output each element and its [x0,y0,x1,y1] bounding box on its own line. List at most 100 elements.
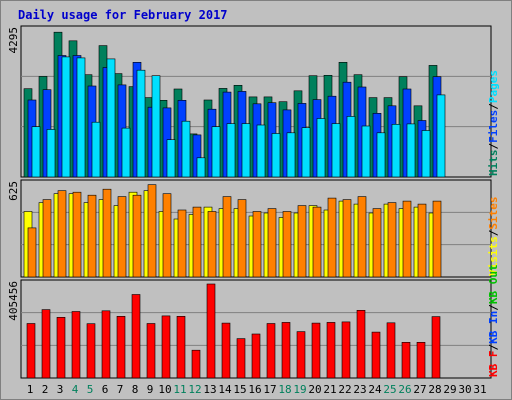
x-tick-label-23: 23 [353,383,366,396]
legend-entry: / [487,344,500,351]
bar-pages-day-11 [181,120,191,178]
x-tick-label-16: 16 [248,383,261,396]
bar-pages-day-5 [91,121,101,178]
series-sites [27,184,442,278]
bar-sites-day-28 [432,200,442,278]
y-max-label: 625 [7,181,20,201]
bar-pages-day-7 [121,127,131,178]
bar-kb-f-day-4 [71,311,81,379]
bar-pages-day-3 [61,56,71,178]
bar-kb-f-day-6 [101,310,111,379]
legend-entry: Files [487,110,500,143]
x-tick-label-3: 3 [57,383,64,396]
bar-pages-day-15 [241,123,251,178]
bar-pages-day-6 [106,58,116,178]
bar-kb-f-day-2 [41,309,51,379]
bar-sites-day-19 [297,205,307,278]
x-tick-label-9: 9 [147,383,154,396]
bar-pages-day-12 [196,157,206,178]
legend-entry: Sites [487,197,500,230]
axis-legend: KB F/KB In/KB Out [487,264,500,377]
bar-kb-f-day-16 [251,333,261,379]
bar-kb-f-day-24 [371,331,381,379]
legend-entry: KB F [487,351,500,378]
bar-kb-f-day-23 [356,309,366,379]
legend-entry: Hits [487,150,500,177]
x-axis-day-labels: 1 2 3 4 5 6 7 8 9 10 11 12 13 14 15 16 17 18 19 20 21 22 23 24 2… [27,383,487,396]
axis-legend: Hits/Files/Pages [487,70,500,176]
bar-kb-f-day-15 [236,338,246,379]
legend-entry: / [487,103,500,110]
bar-kb-f-day-27 [416,341,426,379]
x-tick-label-27: 27 [413,383,426,396]
bar-pages-day-20 [316,118,326,178]
bar-pages-day-8 [136,69,146,178]
x-tick-label-10: 10 [158,383,171,396]
chart-title: Daily usage for February 2017 [18,8,228,22]
bar-sites-day-20 [312,206,322,278]
bar-sites-day-23 [357,196,367,278]
bar-pages-day-26 [406,123,416,178]
x-tick-label-8: 8 [132,383,139,396]
bar-sites-day-22 [342,199,352,278]
bar-kb-f-day-1 [26,323,36,379]
x-tick-label-7: 7 [117,383,124,396]
bar-pages-day-17 [271,133,281,178]
bar-kb-f-day-7 [116,315,126,379]
bar-kb-f-day-3 [56,316,66,379]
bar-pages-day-1 [31,126,41,178]
x-tick-label-4: 4 [72,383,79,396]
bar-pages-day-27 [421,130,431,178]
x-tick-label-29: 29 [443,383,456,396]
bar-sites-day-11 [177,209,187,278]
bar-pages-day-28 [436,94,446,178]
bar-pages-day-23 [361,125,371,178]
axis-legend: Visits/Sites [487,197,500,277]
x-tick-label-26: 26 [398,383,411,396]
bar-kb-f-day-25 [386,322,396,379]
bar-pages-day-22 [346,116,356,178]
bar-pages-day-19 [301,127,311,178]
bar-sites-day-24 [372,208,382,278]
bar-kb-f-day-19 [296,331,306,379]
bar-pages-day-9 [151,75,161,178]
bar-sites-day-21 [327,197,337,278]
bar-kb-f-day-14 [221,322,231,379]
bar-pages-day-10 [166,139,176,178]
x-tick-label-20: 20 [308,383,321,396]
panel-kbytes: 405456 KB F/KB In/KB Out [7,264,500,379]
y-max-label: 405456 [7,281,20,321]
bar-sites-day-25 [387,202,397,278]
bar-sites-day-8 [132,194,142,278]
bar-sites-day-2 [42,199,52,278]
x-tick-label-18: 18 [278,383,291,396]
bar-pages-day-16 [256,124,266,178]
bar-sites-day-4 [72,191,82,278]
x-tick-label-22: 22 [338,383,351,396]
bar-kb-f-day-26 [401,341,411,379]
legend-entry: KB Out [487,264,500,304]
x-tick-label-1: 1 [27,383,34,396]
bar-sites-day-18 [282,211,292,278]
panel-sites-visits: 625 Visits/Sites [7,179,500,278]
x-tick-label-21: 21 [323,383,336,396]
legend-entry: / [487,304,500,311]
bar-kb-f-day-5 [86,323,96,379]
x-tick-label-11: 11 [173,383,186,396]
bar-kb-f-day-10 [161,315,171,379]
bar-pages-day-4 [76,57,86,178]
legend-entry: / [487,229,500,236]
x-tick-label-13: 13 [203,383,216,396]
x-tick-label-19: 19 [293,383,306,396]
series-pages [31,56,446,178]
bar-sites-day-7 [117,196,127,278]
x-tick-label-24: 24 [368,383,382,396]
bar-kb-f-day-28 [431,316,441,379]
legend-entry: Pages [487,70,500,103]
bar-sites-day-3 [57,190,67,278]
bar-pages-day-14 [226,123,236,178]
bar-kb-f-day-12 [191,349,201,379]
legend-entry: Visits [487,236,500,276]
bar-sites-day-5 [87,194,97,278]
